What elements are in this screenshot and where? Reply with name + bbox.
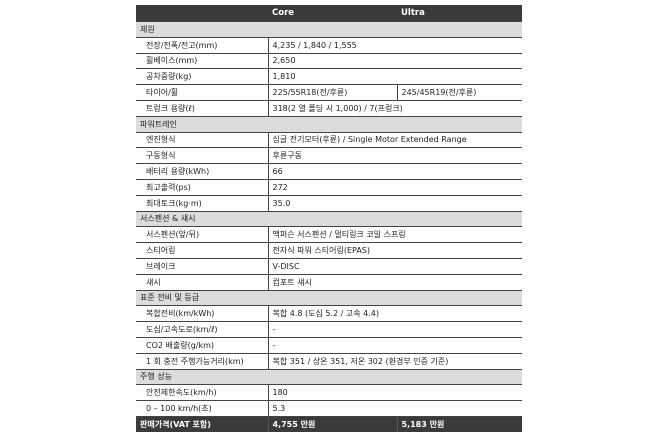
- price-label: 판매가격(VAT 포함): [136, 416, 268, 432]
- row-value: 싱글 전기모터(후륜) / Single Motor Extended Rang…: [267, 132, 522, 149]
- row-value: 전자식 파워 스티어링(EPAS): [267, 242, 522, 259]
- table-row: 복합전비(km/kWh) 복합 4.8 (도심 5.2 / 고속 4.4): [136, 305, 522, 323]
- row-value: 35.0: [267, 195, 522, 212]
- row-value: 컴포트 섀시: [267, 274, 522, 291]
- row-label: 엔진형식: [136, 132, 268, 149]
- table-row: 서스펜션(앞/뒤) 맥퍼슨 서스펜션 / 멀티링크 코일 스프링: [136, 226, 522, 244]
- row-value: 맥퍼슨 서스펜션 / 멀티링크 코일 스프링: [267, 226, 522, 244]
- row-label: 전장/전폭/전고(mm): [136, 37, 268, 54]
- table-row: 전장/전폭/전고(mm) 4,235 / 1,840 / 1,555: [136, 37, 522, 54]
- table-row: CO2 배출량(g/km) -: [136, 337, 522, 354]
- row-label: 타이어/휠: [136, 84, 268, 101]
- section-header: 표준 전비 및 등급: [136, 290, 522, 307]
- section-title: 제원: [136, 21, 522, 38]
- table-row: 배터리 용량(kWh) 66: [136, 163, 522, 180]
- header-core: Core: [268, 5, 397, 22]
- table-row: 섀시 컴포트 섀시: [136, 274, 522, 291]
- row-value: 4,235 / 1,840 / 1,555: [267, 37, 522, 54]
- row-label: 브레이크: [136, 258, 268, 275]
- price-core: 4,755 만원: [267, 416, 397, 432]
- row-value: -: [267, 321, 522, 338]
- table-row: 브레이크 V-DISC: [136, 258, 522, 275]
- row-label: 0 – 100 km/h(초): [136, 400, 268, 417]
- table-row: 도심/고속도로(km/ℓ) -: [136, 321, 522, 338]
- spec-table: Core Ultra 제원 전장/전폭/전고(mm) 4,235 / 1,840 /…: [136, 5, 522, 432]
- price-row: 판매가격(VAT 포함) 4,755 만원 5,183 만원: [136, 416, 522, 432]
- row-label: 트렁크 용량(ℓ): [136, 100, 268, 117]
- row-value: 후륜구동: [267, 147, 522, 165]
- table-row: 0 – 100 km/h(초) 5.3: [136, 400, 522, 417]
- row-value: 복합 351 / 상온 351, 저온 302 (환경부 인증 기준): [267, 353, 522, 370]
- section-title: 서스펜션 & 섀시: [136, 211, 522, 228]
- row-value: -: [267, 337, 522, 354]
- row-label: 도심/고속도로(km/ℓ): [136, 321, 268, 338]
- table-row: 안전제한속도(km/h) 180: [136, 384, 522, 402]
- row-label: 휠베이스(mm): [136, 53, 268, 70]
- table-row: 타이어/휠 225/55R18(전/후륜) 245/45R19(전/후륜): [136, 84, 522, 101]
- value-core: 225/55R18(전/후륜): [267, 84, 397, 101]
- row-value: 2,650: [267, 53, 522, 70]
- row-label: 스티어링: [136, 242, 268, 259]
- row-label: 배터리 용량(kWh): [136, 163, 268, 180]
- row-value: V-DISC: [267, 258, 522, 275]
- row-value: 180: [267, 384, 522, 402]
- row-value: 5.3: [267, 400, 522, 417]
- table-row: 최고출력(ps) 272: [136, 179, 522, 196]
- table-row: 1 회 충전 주행가능거리(km) 복합 351 / 상온 351, 저온 302…: [136, 353, 522, 370]
- table-row: 엔진형식 싱글 전기모터(후륜) / Single Motor Extended …: [136, 132, 522, 149]
- table-row: 트렁크 용량(ℓ) 318(2 열 폴딩 시 1,000) / 7(프렁크): [136, 100, 522, 117]
- table-row: 스티어링 전자식 파워 스티어링(EPAS): [136, 242, 522, 259]
- section-header: 제원: [136, 21, 522, 38]
- header-blank: [136, 5, 268, 22]
- row-value: 1,810: [267, 68, 522, 86]
- row-label: 1 회 충전 주행가능거리(km): [136, 353, 268, 370]
- table-row: 최대토크(kg·m) 35.0: [136, 195, 522, 212]
- row-label: 구동형식: [136, 147, 268, 165]
- row-label: 안전제한속도(km/h): [136, 384, 268, 402]
- section-header: 파워트레인: [136, 116, 522, 133]
- value-ultra: 245/45R19(전/후륜): [396, 84, 522, 101]
- row-label: CO2 배출량(g/km): [136, 337, 268, 354]
- section-header: 주행 성능: [136, 369, 522, 386]
- header-row: Core Ultra: [136, 5, 522, 22]
- row-label: 최대토크(kg·m): [136, 195, 268, 212]
- row-label: 섀시: [136, 274, 268, 291]
- table-row: 휠베이스(mm) 2,650: [136, 53, 522, 70]
- row-label: 최고출력(ps): [136, 179, 268, 196]
- row-label: 서스펜션(앞/뒤): [136, 226, 268, 244]
- row-label: 복합전비(km/kWh): [136, 305, 268, 323]
- row-value: 318(2 열 폴딩 시 1,000) / 7(프렁크): [267, 100, 522, 117]
- header-ultra: Ultra: [397, 5, 522, 22]
- section-title: 파워트레인: [136, 116, 522, 133]
- table-row: 공차중량(kg) 1,810: [136, 68, 522, 86]
- section-title: 표준 전비 및 등급: [136, 290, 522, 307]
- row-value: 272: [267, 179, 522, 196]
- price-ultra: 5,183 만원: [396, 416, 522, 432]
- row-value: 복합 4.8 (도심 5.2 / 고속 4.4): [267, 305, 522, 323]
- table-row: 구동형식 후륜구동: [136, 147, 522, 165]
- row-value: 66: [267, 163, 522, 180]
- section-title: 주행 성능: [136, 369, 522, 386]
- section-header: 서스펜션 & 섀시: [136, 211, 522, 228]
- row-label: 공차중량(kg): [136, 68, 268, 86]
